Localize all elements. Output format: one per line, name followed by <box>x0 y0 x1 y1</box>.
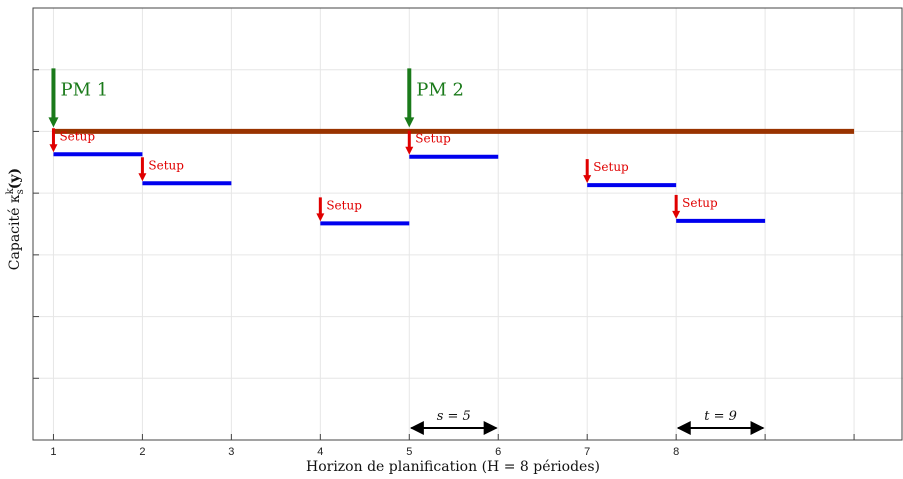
y-ticks <box>33 69 39 379</box>
setup-arrowhead-5 <box>583 175 592 184</box>
y-axis-label-sup: k <box>5 187 16 194</box>
y-axis-label-tail: (y) <box>7 168 23 189</box>
x-tick-label: 5 <box>406 446 412 458</box>
pm-label-1: PM 1 <box>60 79 108 100</box>
setup-arrowhead-6 <box>672 210 681 219</box>
setup-label-1: Setup <box>59 129 95 143</box>
x-axis-label: Horizon de planification (H = 8 périodes… <box>306 459 600 475</box>
x-tick-label: 4 <box>317 446 323 458</box>
pm-arrowhead-1 <box>48 117 59 128</box>
x-tick-label: 1 <box>50 446 56 458</box>
setup-arrowhead-1 <box>49 144 58 153</box>
setup-label-5: Setup <box>593 160 629 174</box>
y-axis-label-sub: s <box>15 189 26 194</box>
interval-label-1: s = 5 <box>437 409 471 424</box>
x-tick-label: 8 <box>673 446 679 458</box>
setup-arrowhead-3 <box>316 213 325 222</box>
setup-arrowhead-2 <box>138 173 147 182</box>
grid <box>33 8 903 440</box>
pm-label-2: PM 2 <box>416 79 464 100</box>
y-axis-label-main: Capacité κ <box>7 194 23 270</box>
chart-marks: PM 1 PM 2 Setup Setup Setup Setup Setup Setup s … <box>48 68 855 435</box>
y-axis-label: Capacité κks(y) <box>5 168 26 270</box>
setup-label-3: Setup <box>326 198 362 212</box>
setup-label-4: Setup <box>415 132 451 146</box>
x-tick-label: 3 <box>228 446 234 458</box>
interval-label-2: t = 9 <box>704 409 737 424</box>
setup-label-6: Setup <box>682 196 718 210</box>
plot-frame <box>32 7 903 441</box>
setup-label-2: Setup <box>148 158 184 172</box>
x-tick-label: 2 <box>139 446 145 458</box>
x-tick-label: 6 <box>495 446 501 458</box>
x-tick-label: 7 <box>584 446 590 458</box>
x-ticks: 1 2 3 4 5 6 7 8 <box>50 434 855 458</box>
pm-arrowhead-2 <box>404 117 415 128</box>
setup-arrowhead-4 <box>405 146 414 155</box>
